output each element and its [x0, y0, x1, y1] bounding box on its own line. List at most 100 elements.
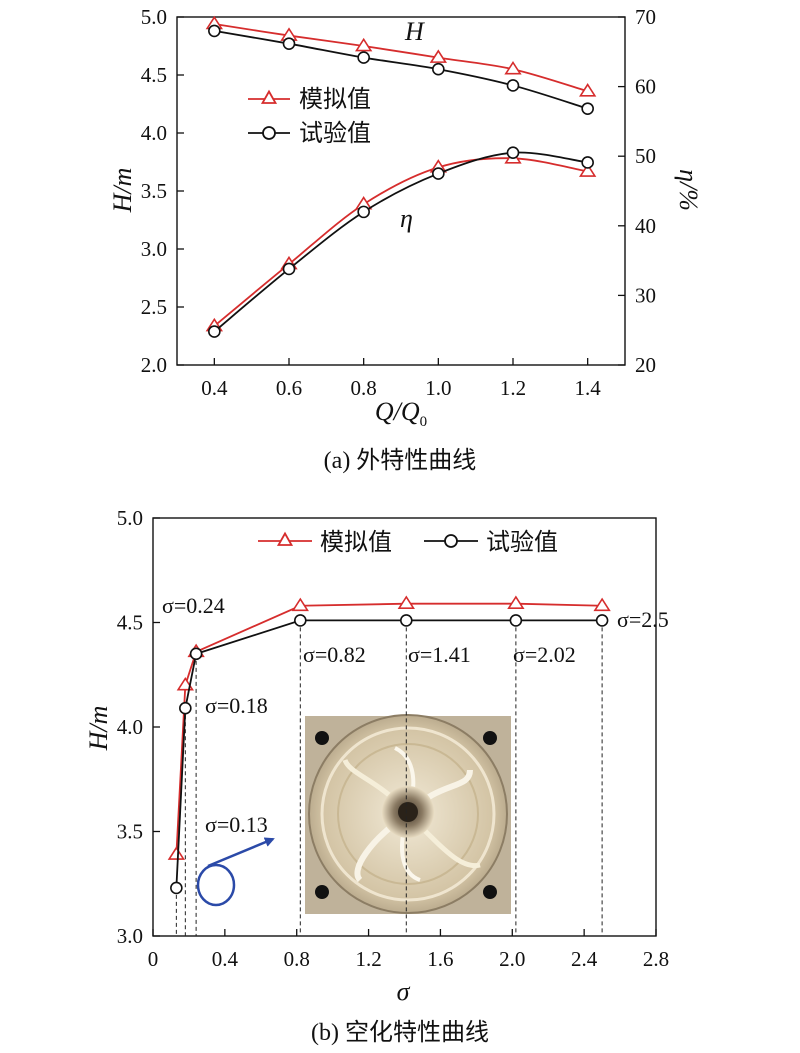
annotation-sigma-0-24: σ=0.24 — [162, 593, 225, 618]
chart-b-legend-test-label: 试验值 — [486, 528, 558, 556]
chart-a-point-sim — [579, 163, 597, 177]
chart-a-y2-tick-label: 70 — [635, 5, 656, 29]
chart-a-ticks: 0.4 0.6 0.8 1.0 1.2 1.4 2.0 2.5 3.0 3.5 4.0 4.5 5.0 2… — [141, 5, 656, 400]
chart-a-y-tick-label: 3.5 — [141, 179, 167, 203]
chart-a-series-line — [213, 151, 588, 333]
chart-b-guide-lines — [175, 620, 603, 936]
chart-b-legend-sim-label: 模拟值 — [320, 528, 392, 556]
chart-a-point-sim — [579, 83, 597, 97]
chart-a-y2-tick-label: 30 — [635, 283, 656, 307]
chart-a-legend-test-marker — [262, 126, 276, 140]
chart-a-point-test — [357, 205, 370, 219]
annotation-sigma-0-13: σ=0.13 — [205, 812, 268, 837]
chart-a-point-sim — [429, 49, 447, 63]
cavitation-highlight — [196, 837, 275, 907]
chart-b-y-tick-label: 5.0 — [117, 506, 143, 530]
chart-b-point-test — [509, 614, 523, 627]
chart-a-legend-sim-marker — [260, 89, 278, 104]
chart-a-point-sim — [355, 37, 373, 52]
chart-a-y2-tick-label: 60 — [635, 75, 656, 99]
chart-b-x-tick-label: 2.0 — [499, 947, 525, 971]
chart-a-x-axis-label: Q/Q0 — [375, 397, 427, 430]
chart-b-y-tick-label: 3.5 — [117, 820, 143, 844]
chart-a-series — [205, 15, 597, 338]
chart-a-point-test — [357, 51, 370, 64]
chart-b-x-tick-label: 0.4 — [212, 947, 239, 971]
chart-a: 0.4 0.6 0.8 1.0 1.2 1.4 2.0 2.5 3.0 3.5 4.0 4.5 5.0 2… — [108, 5, 703, 474]
chart-b-point-test — [170, 881, 183, 895]
chart-a-legend: 模拟值 试验值 — [248, 85, 371, 147]
chart-b-legend: 模拟值 试验值 — [258, 528, 558, 556]
chart-a-y-tick-label: 3.0 — [141, 237, 167, 261]
annotation-sigma-2-5: σ=2.5 — [617, 607, 669, 632]
chart-a-curve-label-eta: η — [400, 204, 413, 233]
chart-b-y-tick-label: 3.0 — [117, 924, 143, 948]
chart-b-legend-sim-marker — [276, 531, 294, 546]
chart-a-point-test — [282, 37, 296, 50]
chart-b-x-tick-label: 0 — [148, 947, 159, 971]
chart-a-caption: (a) 外特性曲线 — [324, 447, 477, 474]
chart-a-x-tick-label: 1.0 — [425, 376, 451, 400]
chart-b-point-test — [294, 614, 307, 627]
chart-a-series-line — [214, 23, 588, 93]
chart-b-point-sim — [507, 595, 525, 610]
chart-a-y-tick-label: 4.0 — [141, 121, 167, 145]
annotation-sigma-0-82: σ=0.82 — [303, 642, 366, 667]
chart-b-x-tick-label: 2.4 — [571, 947, 598, 971]
chart-a-y-tick-label: 2.5 — [141, 295, 167, 319]
chart-b-point-test — [399, 614, 413, 627]
chart-b-x-tick-label: 1.6 — [427, 947, 453, 971]
chart-b-x-axis-label: σ — [397, 977, 411, 1006]
chart-b-point-test — [595, 614, 609, 627]
chart-b-point-sim — [397, 595, 415, 610]
chart-a-point-test — [432, 167, 445, 180]
chart-a-y2-tick-label: 40 — [635, 214, 656, 238]
chart-a-x-tick-label: 1.2 — [500, 376, 526, 400]
chart-b-x-tick-label: 2.8 — [643, 947, 669, 971]
annotation-sigma-2-02: σ=2.02 — [513, 642, 576, 667]
chart-a-legend-sim-label: 模拟值 — [299, 85, 371, 113]
chart-a-point-test — [208, 24, 221, 38]
chart-b-ticks: 0 0.4 0.8 1.2 1.6 2.0 2.4 2.8 3.0 3.5 4.0 4.5 5.0 — [117, 506, 669, 971]
chart-a-point-test — [432, 62, 445, 76]
chart-b-y-tick-label: 4.5 — [117, 611, 143, 635]
chart-b-point-sim — [593, 597, 611, 612]
chart-b-annotations: σ=0.24 σ=0.18 σ=0.13 σ=0.82 σ=1.41 σ=2.0… — [162, 593, 669, 837]
chart-a-y-tick-label: 5.0 — [141, 5, 167, 29]
chart-a-point-test — [282, 262, 296, 276]
annotation-sigma-1-41: σ=1.41 — [408, 642, 471, 667]
chart-b-point-test — [179, 701, 192, 715]
chart-b-point-sim — [167, 846, 186, 860]
chart-a-point-test — [581, 156, 594, 169]
chart-b-x-tick-label: 1.2 — [355, 947, 381, 971]
chart-a-x-tick-label: 0.6 — [276, 376, 302, 400]
chart-b-legend-test-marker — [444, 534, 458, 548]
annotation-sigma-0-18: σ=0.18 — [205, 693, 268, 718]
chart-a-y-tick-label: 4.5 — [141, 63, 167, 87]
chart-a-point-sim — [504, 61, 522, 75]
chart-a-x-tick-label: 0.4 — [201, 376, 228, 400]
cavitation-photo — [305, 714, 511, 914]
chart-a-series-line — [214, 30, 588, 110]
chart-a-legend-test-label: 试验值 — [299, 119, 371, 147]
chart-b-point-sim — [291, 597, 309, 612]
chart-a-point-test — [208, 325, 221, 338]
chart-b-x-tick-label: 0.8 — [284, 947, 310, 971]
chart-b-y-tick-label: 4.0 — [117, 715, 143, 739]
highlight-arrow — [207, 837, 275, 868]
chart-a-point-test — [581, 102, 594, 115]
chart-a-x-tick-label: 0.8 — [351, 376, 377, 400]
chart-a-y2-tick-label: 50 — [635, 144, 656, 168]
chart-b-series — [167, 595, 611, 895]
chart-b-point-test — [189, 647, 203, 661]
highlight-circle — [196, 863, 236, 907]
chart-a-point-test — [506, 146, 520, 160]
chart-b: 0 0.4 0.8 1.2 1.6 2.0 2.4 2.8 3.0 3.5 4.0 4.5 5.0 模拟… — [84, 506, 669, 1046]
chart-a-y-tick-label: 2.0 — [141, 353, 167, 377]
chart-b-caption: (b) 空化特性曲线 — [311, 1019, 489, 1046]
chart-a-y-axis-label: H/m — [108, 168, 137, 214]
chart-a-point-test — [506, 79, 520, 92]
chart-a-x-tick-label: 1.4 — [575, 376, 602, 400]
chart-a-y2-tick-label: 20 — [635, 353, 656, 377]
